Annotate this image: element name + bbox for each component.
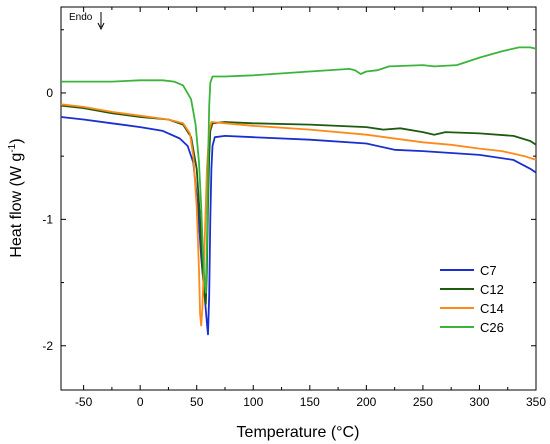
y-axis-unit-sup: -1 [7, 143, 18, 152]
x-tick-label: 300 [469, 395, 489, 409]
legend-label-c14: C14 [480, 301, 504, 316]
y-tick-labels: 0 -1 -2 [42, 86, 53, 353]
series-line-c7 [60, 116, 537, 336]
y-tick-label: 0 [46, 86, 53, 100]
x-tick-label: 250 [413, 395, 433, 409]
y-axis-unit: (W g [8, 153, 25, 187]
legend-label-c12: C12 [480, 282, 504, 297]
x-tick-label: 150 [300, 395, 320, 409]
x-tick-label: 200 [356, 395, 376, 409]
y-axis-title: Heat flow (W g-1) [7, 138, 25, 257]
tick-marks [61, 7, 537, 390]
y-axis-unit-close: ) [8, 138, 25, 143]
series-line-c26 [61, 46, 537, 294]
x-tick-label: 0 [137, 395, 144, 409]
x-axis-unit: (°C) [331, 424, 360, 441]
x-axis-label: Temperature [237, 424, 327, 441]
series-line-c14 [60, 103, 537, 327]
legend-label-c7: C7 [480, 263, 497, 278]
series-line-c12 [60, 104, 537, 305]
endo-arrow-head [97, 22, 105, 31]
series-group [60, 46, 537, 336]
x-axis-title: Temperature (°C) [237, 424, 360, 441]
y-tick-label: -1 [42, 212, 53, 226]
x-tick-label: 100 [243, 395, 263, 409]
y-axis-label: Heat flow [8, 190, 25, 257]
x-tick-label: -50 [75, 395, 93, 409]
plot-frame [60, 6, 537, 391]
x-tick-labels: -50 0 50 100 150 200 250 300 350 [75, 395, 546, 409]
y-tick-label: -2 [42, 339, 53, 353]
x-tick-label: 350 [526, 395, 546, 409]
endo-annotation: Endo [69, 12, 105, 31]
endo-label: Endo [69, 12, 93, 23]
legend: C7 C12 C14 C26 [440, 263, 504, 335]
x-tick-label: 50 [190, 395, 204, 409]
legend-label-c26: C26 [480, 320, 504, 335]
